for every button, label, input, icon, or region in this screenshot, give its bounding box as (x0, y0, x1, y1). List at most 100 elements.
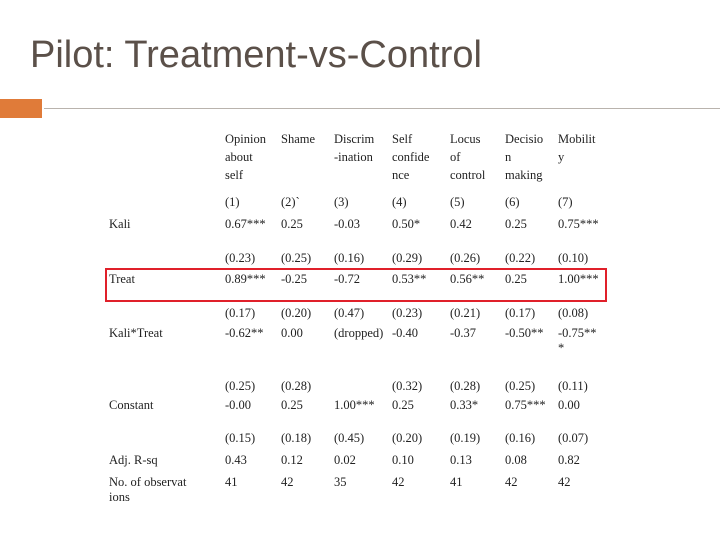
table-cell: (0.28) (450, 379, 481, 393)
table-cell: (0.29) (392, 251, 423, 265)
table-cell: -0.37 (450, 326, 477, 340)
table-cell: (0.16) (505, 431, 536, 445)
table-cell: 0.42 (450, 217, 472, 231)
table-cell: (0.22) (505, 251, 536, 265)
table-cell: 1.00*** (558, 272, 599, 286)
row-label: Kali (109, 217, 131, 231)
table-cell: (0.15) (225, 431, 256, 445)
table-cell: 0.10 (392, 453, 414, 467)
table-cell: 1.00*** (334, 398, 375, 412)
title-rule (44, 108, 720, 109)
column-header: Decisio (505, 132, 544, 146)
column-header: -ination (334, 150, 373, 164)
table-cell: 0.25 (281, 398, 303, 412)
table-cell: 0.00 (558, 398, 580, 412)
table-cell: (0.32) (392, 379, 423, 393)
table-cell: (0.16) (334, 251, 365, 265)
column-number: (5) (450, 195, 465, 209)
table-cell: 0.00 (281, 326, 303, 340)
column-header: Opinion (225, 132, 266, 146)
table-cell: (0.26) (450, 251, 481, 265)
table-cell: 0.67*** (225, 217, 266, 231)
row-label: Adj. R-sq (109, 453, 158, 467)
table-cell: 0.02 (334, 453, 356, 467)
table-cell: -0.75*** (558, 326, 597, 355)
table-cell: (0.23) (392, 306, 423, 320)
column-header: n (505, 150, 512, 164)
table-cell: (0.20) (281, 306, 312, 320)
table-cell: 41 (225, 475, 238, 489)
table-cell: 0.08 (505, 453, 527, 467)
table-cell: 42 (281, 475, 294, 489)
highlight-box (105, 268, 607, 302)
table-cell: (0.47) (334, 306, 365, 320)
table-cell: 41 (450, 475, 463, 489)
table-cell: (0.07) (558, 431, 589, 445)
table-cell: (0.25) (505, 379, 536, 393)
table-cell: 0.12 (281, 453, 303, 467)
table-cell: (0.25) (281, 251, 312, 265)
column-header: Shame (281, 132, 316, 146)
accent-block (0, 99, 42, 118)
column-header: about (225, 150, 253, 164)
table-cell: -0.03 (334, 217, 361, 231)
column-header: self (225, 168, 244, 182)
table-cell: -0.40 (392, 326, 419, 340)
column-header: Discrim (334, 132, 375, 146)
table-cell: 0.13 (450, 453, 472, 467)
column-header: Mobilit (558, 132, 596, 146)
column-header: nce (392, 168, 410, 182)
table-cell: 35 (334, 475, 347, 489)
table-cell: 0.56** (450, 272, 485, 286)
table-cell: (0.18) (281, 431, 312, 445)
row-label: Constant (109, 398, 154, 412)
row-label: Treat (109, 272, 135, 286)
table-cell: 42 (392, 475, 405, 489)
table-cell: (0.45) (334, 431, 365, 445)
table-cell: 0.89*** (225, 272, 266, 286)
column-number: (3) (334, 195, 349, 209)
table-cell: -0.50** (505, 326, 544, 340)
column-number: (7) (558, 195, 573, 209)
table-cell: (0.17) (505, 306, 536, 320)
column-header: control (450, 168, 486, 182)
table-cell: -0.25 (281, 272, 308, 286)
table-cell: 0.75*** (505, 398, 546, 412)
slide-title: Pilot: Treatment-vs-Control (30, 34, 482, 76)
table-cell: 0.43 (225, 453, 247, 467)
table-cell: (0.20) (392, 431, 423, 445)
table-cell: (0.19) (450, 431, 481, 445)
table-cell: 0.82 (558, 453, 580, 467)
column-number: (1) (225, 195, 240, 209)
column-number: (4) (392, 195, 407, 209)
table-cell: 0.53** (392, 272, 427, 286)
table-cell: 0.25 (392, 398, 414, 412)
table-cell: (dropped) (334, 326, 384, 340)
column-header: confide (392, 150, 430, 164)
column-header: y (558, 150, 565, 164)
table-cell: 0.25 (505, 217, 527, 231)
table-cell: (0.28) (281, 379, 312, 393)
column-number: (6) (505, 195, 520, 209)
column-header: of (450, 150, 461, 164)
table-cell: 0.75*** (558, 217, 599, 231)
table-cell: (0.23) (225, 251, 256, 265)
column-number: (2)` (281, 195, 300, 209)
table-cell: 0.50* (392, 217, 421, 231)
table-cell: (0.21) (450, 306, 481, 320)
table-cell: (0.11) (558, 379, 588, 393)
table-cell: -0.00 (225, 398, 252, 412)
table-cell: -0.62** (225, 326, 264, 340)
table-cell: -0.72 (334, 272, 361, 286)
column-header: Locus (450, 132, 481, 146)
table-cell: (0.25) (225, 379, 256, 393)
table-cell: (0.10) (558, 251, 589, 265)
table-cell: 0.25 (281, 217, 303, 231)
row-label: Kali*Treat (109, 326, 163, 340)
table-cell: 0.25 (505, 272, 527, 286)
table-cell: 42 (505, 475, 518, 489)
table-cell: (0.17) (225, 306, 256, 320)
column-header: Self (392, 132, 413, 146)
table-cell: 0.33* (450, 398, 479, 412)
